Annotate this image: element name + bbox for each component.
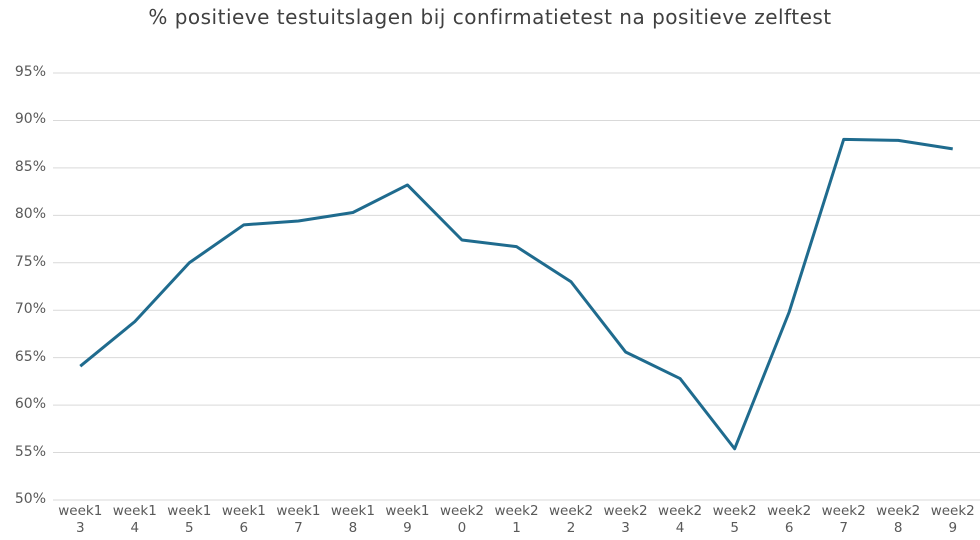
data-line	[79, 137, 953, 451]
y-tick-label: 55%	[14, 443, 46, 460]
x-tick-label: week18	[330, 503, 375, 536]
y-tick-label: 95%	[14, 64, 46, 80]
x-tick-label: week26	[767, 503, 812, 536]
x-tick-label: week28	[876, 503, 921, 536]
x-tick-label: week15	[167, 503, 212, 536]
y-tick-label: 70%	[14, 301, 46, 318]
x-tick-label: week21	[494, 503, 539, 536]
y-tick-label: 65%	[14, 348, 46, 365]
y-tick-label: 75%	[14, 253, 46, 270]
x-tick-label: week13	[58, 503, 103, 536]
x-tick-label: week27	[821, 503, 866, 536]
x-tick-label: week25	[712, 503, 757, 536]
x-tick-label: week23	[603, 503, 648, 536]
x-tick-label: week24	[658, 503, 703, 536]
x-tick-label: week14	[112, 503, 157, 536]
x-tick-label: week17	[276, 503, 321, 536]
x-tick-label: week20	[439, 503, 484, 536]
y-tick-label: 60%	[14, 396, 46, 413]
y-tick-label: 85%	[14, 158, 46, 175]
x-tick-label: week16	[221, 503, 266, 536]
y-tick-label: 90%	[14, 111, 46, 128]
x-tick-label: week19	[385, 503, 430, 536]
y-tick-label: 50%	[14, 491, 46, 507]
x-tick-label: week22	[548, 503, 594, 536]
y-tick-label: 80%	[14, 206, 46, 223]
x-tick-label: week29	[930, 503, 975, 536]
chart-title: % positieve testuitslagen bij confirmati…	[148, 5, 832, 29]
